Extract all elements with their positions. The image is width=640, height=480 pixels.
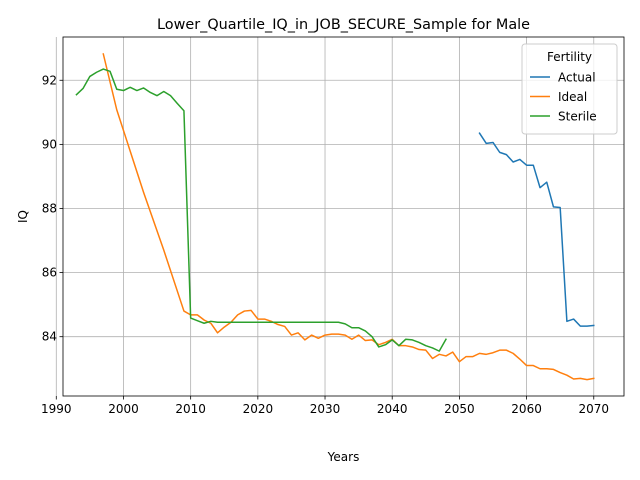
x-tick-label: 2030 bbox=[310, 402, 341, 416]
x-tick-label: 2010 bbox=[175, 402, 206, 416]
legend: Fertility Actual Ideal Sterile bbox=[521, 43, 618, 135]
series-layer bbox=[75, 53, 595, 381]
x-tick-label: 2000 bbox=[108, 402, 139, 416]
series-line-actual bbox=[478, 132, 595, 327]
legend-label-actual: Actual bbox=[558, 71, 596, 85]
y-axis: 84 86 88 90 92 bbox=[42, 73, 63, 344]
y-tick-label: 90 bbox=[42, 137, 57, 151]
y-axis-label: IQ bbox=[16, 210, 30, 223]
series-line-sterile bbox=[75, 68, 447, 352]
y-tick-label: 84 bbox=[42, 330, 57, 344]
legend-title: Fertility bbox=[547, 50, 592, 64]
y-tick-label: 86 bbox=[42, 266, 57, 280]
x-tick-label: 2050 bbox=[444, 402, 475, 416]
x-tick-label: 2070 bbox=[578, 402, 609, 416]
plot-frame bbox=[62, 36, 625, 397]
legend-label-ideal: Ideal bbox=[558, 90, 587, 104]
legend-entries: Actual Ideal Sterile bbox=[530, 71, 597, 124]
x-axis-label: Years bbox=[327, 450, 360, 464]
chart-title: Lower_Quartile_IQ_in_JOB_SECURE_Sample f… bbox=[157, 17, 530, 33]
x-tick-label: 1990 bbox=[41, 402, 72, 416]
y-tick-label: 92 bbox=[42, 73, 57, 87]
x-axis: 1990 2000 2010 2020 2030 2040 2050 2060 2070 bbox=[41, 396, 609, 416]
y-tick-label: 88 bbox=[42, 201, 57, 215]
legend-label-sterile: Sterile bbox=[558, 110, 597, 124]
x-tick-label: 2020 bbox=[243, 402, 274, 416]
x-tick-label: 2060 bbox=[511, 402, 542, 416]
legend-box bbox=[521, 43, 618, 135]
x-tick-label: 2040 bbox=[377, 402, 408, 416]
